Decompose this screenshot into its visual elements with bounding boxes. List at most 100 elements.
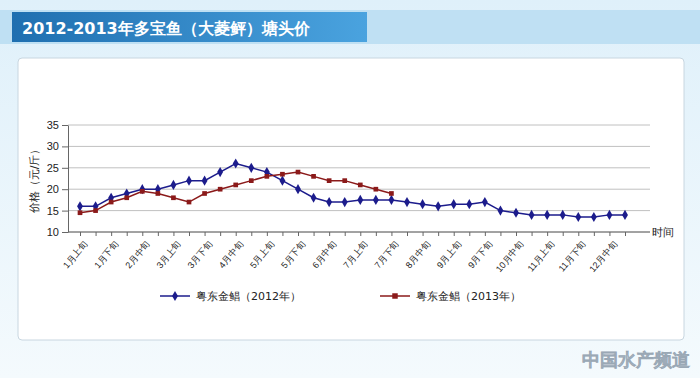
x-tick-label: 6月中旬 bbox=[310, 239, 338, 270]
point bbox=[311, 193, 317, 203]
x-tick-mark bbox=[578, 232, 579, 236]
x-axis: 1月上旬1月下旬2月中旬3月上旬3月下旬4月中旬5月上旬5月下旬6月中旬7月上旬… bbox=[61, 232, 650, 274]
x-tick bbox=[96, 232, 97, 236]
x-tick-mark bbox=[80, 232, 81, 236]
point bbox=[93, 208, 98, 213]
x-tick-label: 9月下旬 bbox=[466, 239, 494, 270]
marks bbox=[77, 158, 628, 222]
legend-label: 粤东金鲳（2012年） bbox=[196, 290, 301, 303]
x-tick-mark bbox=[127, 232, 128, 236]
point bbox=[186, 176, 192, 186]
point bbox=[139, 184, 145, 194]
x-tick-mark bbox=[189, 232, 190, 236]
x-tick bbox=[345, 232, 346, 236]
x-tick bbox=[314, 232, 315, 236]
y-tick-mark bbox=[62, 168, 68, 169]
grid-line bbox=[68, 146, 650, 147]
header-box bbox=[12, 12, 367, 42]
y-tick-label: 35 bbox=[47, 119, 59, 131]
x-tick-mark bbox=[314, 232, 315, 236]
x-tick-label: 4月中旬 bbox=[217, 239, 245, 270]
x-tick bbox=[563, 232, 564, 236]
point bbox=[591, 212, 597, 222]
x-tick: 7月下旬 bbox=[373, 232, 401, 270]
point bbox=[265, 174, 270, 179]
x-tick-label: 9月上旬 bbox=[435, 239, 463, 270]
x-tick: 9月上旬 bbox=[435, 232, 463, 270]
x-tick-mark bbox=[360, 232, 361, 236]
header-band bbox=[0, 10, 700, 44]
x-tick-mark bbox=[329, 232, 330, 236]
point bbox=[606, 210, 612, 220]
x-tick bbox=[220, 232, 221, 236]
legend-label: 粤东金鲳（2013年） bbox=[416, 290, 521, 303]
point bbox=[342, 197, 348, 207]
x-tick-label: 8月中旬 bbox=[404, 239, 432, 270]
x-tick bbox=[251, 232, 252, 236]
point bbox=[217, 167, 223, 177]
point bbox=[170, 180, 176, 190]
y-tick-mark bbox=[62, 146, 68, 147]
y-tick-mark bbox=[62, 189, 68, 190]
x-tick-mark bbox=[563, 232, 564, 236]
x-tick bbox=[127, 232, 128, 236]
y-tick-mark bbox=[62, 125, 68, 126]
point bbox=[248, 163, 254, 173]
x-tick-label: 10月中旬 bbox=[494, 239, 525, 274]
point bbox=[374, 187, 379, 192]
grid-line bbox=[68, 167, 650, 168]
series-line bbox=[80, 172, 391, 213]
y-tick-label: 25 bbox=[47, 162, 59, 174]
y-tick-mark bbox=[62, 232, 68, 233]
x-tick-mark bbox=[173, 232, 174, 236]
x-tick-mark bbox=[251, 232, 252, 236]
x-tick-mark bbox=[158, 232, 159, 236]
x-tick-label: 7月上旬 bbox=[341, 239, 369, 270]
x-tick-mark bbox=[547, 232, 548, 236]
y-tick-mark bbox=[62, 211, 68, 212]
point bbox=[218, 187, 223, 192]
point bbox=[187, 200, 192, 205]
x-tick-mark bbox=[267, 232, 268, 236]
point bbox=[279, 176, 285, 186]
point bbox=[622, 210, 628, 220]
x-tick-mark bbox=[609, 232, 610, 236]
x-tick: 1月下旬 bbox=[92, 232, 120, 270]
chart: 2012-2013年多宝鱼（大菱鲆）塘头价1015202530351月上旬1月下… bbox=[0, 0, 700, 378]
x-tick-mark bbox=[298, 232, 299, 236]
x-tick-mark bbox=[205, 232, 206, 236]
x-tick-mark bbox=[96, 232, 97, 236]
x-tick-mark bbox=[236, 232, 237, 236]
x-tick-label: 2月中旬 bbox=[123, 239, 151, 270]
legend-marker bbox=[172, 291, 178, 301]
x-tick: 7月上旬 bbox=[341, 232, 369, 270]
x-axis-line bbox=[68, 232, 650, 233]
x-tick-label: 7月下旬 bbox=[373, 239, 401, 270]
y-axis-title: 价格（元/斤） bbox=[28, 144, 41, 215]
x-tick-mark bbox=[469, 232, 470, 236]
x-tick: 5月下旬 bbox=[279, 232, 307, 270]
point bbox=[249, 178, 254, 183]
x-tick-mark bbox=[625, 232, 626, 236]
point bbox=[529, 210, 535, 220]
x-tick bbox=[469, 232, 470, 236]
point bbox=[482, 197, 488, 207]
legend-item: 粤东金鲳（2012年） bbox=[160, 290, 301, 303]
y-tick: 10 bbox=[47, 226, 68, 238]
x-tick-mark bbox=[438, 232, 439, 236]
x-tick: 11月下旬 bbox=[557, 232, 588, 274]
point bbox=[373, 195, 379, 205]
y-tick-label: 10 bbox=[47, 226, 59, 238]
x-tick-mark bbox=[532, 232, 533, 236]
x-tick-mark bbox=[516, 232, 517, 236]
series-line bbox=[80, 164, 625, 218]
x-tick bbox=[438, 232, 439, 236]
point bbox=[156, 191, 161, 196]
grid-line bbox=[68, 125, 650, 126]
y-tick-label: 30 bbox=[47, 140, 59, 152]
x-tick-mark bbox=[142, 232, 143, 236]
x-tick-label: 1月下旬 bbox=[92, 239, 120, 270]
x-tick bbox=[407, 232, 408, 236]
x-tick: 12月中旬 bbox=[587, 232, 618, 274]
x-tick-label: 3月上旬 bbox=[155, 239, 183, 270]
